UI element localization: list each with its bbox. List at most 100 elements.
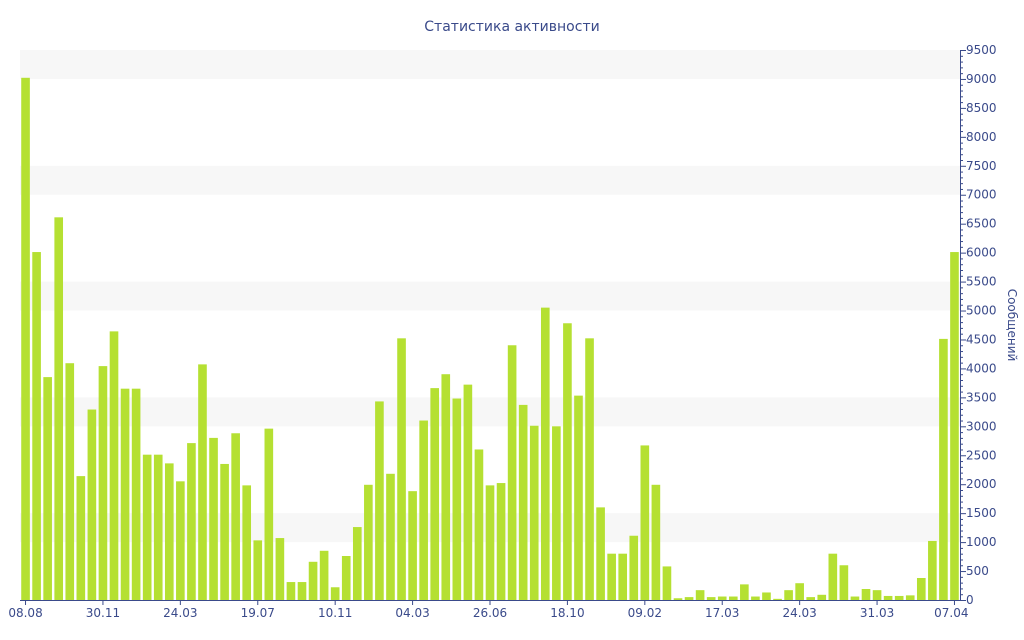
bar[interactable] <box>806 597 816 600</box>
bar[interactable] <box>751 596 760 600</box>
bar[interactable] <box>507 345 517 600</box>
bar[interactable] <box>286 582 296 600</box>
bar[interactable] <box>883 595 893 600</box>
bar[interactable] <box>474 449 484 600</box>
bar[interactable] <box>585 338 594 600</box>
y-tick-label: 8500 <box>966 101 997 115</box>
bar[interactable] <box>518 404 528 600</box>
bar[interactable] <box>76 476 86 600</box>
bar[interactable] <box>618 553 628 600</box>
bar[interactable] <box>209 437 218 600</box>
bar[interactable] <box>242 485 252 600</box>
y-tick-label: 5000 <box>966 304 997 318</box>
bar[interactable] <box>695 590 705 600</box>
bar[interactable] <box>341 556 351 600</box>
bar[interactable] <box>662 566 672 600</box>
bar[interactable] <box>364 484 373 600</box>
bar[interactable] <box>563 323 572 600</box>
bar[interactable] <box>131 388 141 600</box>
bar[interactable] <box>441 374 451 600</box>
bar[interactable] <box>850 596 860 600</box>
bar[interactable] <box>529 425 539 600</box>
chart-title: Статистика активности <box>424 19 599 35</box>
bar[interactable] <box>463 384 473 600</box>
bar[interactable] <box>894 595 904 600</box>
bar[interactable] <box>176 481 185 600</box>
bar[interactable] <box>397 338 406 600</box>
bar[interactable] <box>386 473 395 600</box>
bar[interactable] <box>452 398 462 600</box>
bar[interactable] <box>706 597 716 600</box>
bar[interactable] <box>32 252 41 601</box>
bar[interactable] <box>54 217 64 600</box>
bar[interactable] <box>928 540 937 600</box>
x-tick-label: 07.04 <box>934 606 968 620</box>
bar[interactable] <box>264 428 274 600</box>
bar[interactable] <box>220 463 229 600</box>
bar[interactable] <box>673 598 683 600</box>
bar[interactable] <box>540 307 550 600</box>
x-tick-label: 09.02 <box>628 606 662 620</box>
bar[interactable] <box>187 443 196 600</box>
bar[interactable] <box>828 553 838 600</box>
bar[interactable] <box>762 592 771 600</box>
bar[interactable] <box>916 578 926 600</box>
bar[interactable] <box>740 584 749 600</box>
bar[interactable] <box>408 491 417 600</box>
bar[interactable] <box>817 594 827 600</box>
bar[interactable] <box>87 409 97 600</box>
bar[interactable] <box>297 582 307 600</box>
bar[interactable] <box>861 589 871 600</box>
bar[interactable] <box>419 420 428 600</box>
bar[interactable] <box>153 454 163 600</box>
y-tick-label: 9500 <box>966 43 997 57</box>
bar[interactable] <box>773 598 782 600</box>
bar[interactable] <box>164 463 174 600</box>
bar[interactable] <box>717 596 727 600</box>
bar[interactable] <box>253 540 263 600</box>
bar[interactable] <box>607 553 616 600</box>
grid-band <box>20 339 960 369</box>
bar[interactable] <box>198 364 207 600</box>
bar[interactable] <box>596 507 605 600</box>
bar[interactable] <box>275 538 285 600</box>
x-tick-label: 04.03 <box>395 606 429 620</box>
bar[interactable] <box>939 338 948 600</box>
bar[interactable] <box>950 252 959 601</box>
x-tick-label: 10.11 <box>318 606 352 620</box>
bar[interactable] <box>65 363 75 600</box>
bar[interactable] <box>728 596 738 600</box>
bar[interactable] <box>352 527 362 600</box>
bar[interactable] <box>651 484 661 600</box>
y-tick-label: 7500 <box>966 159 997 173</box>
bar[interactable] <box>684 597 694 600</box>
bar[interactable] <box>430 388 440 600</box>
bar[interactable] <box>231 433 240 600</box>
bar[interactable] <box>795 583 804 600</box>
bar[interactable] <box>629 535 639 600</box>
bar[interactable] <box>43 377 52 600</box>
bar[interactable] <box>485 485 495 600</box>
bar[interactable] <box>784 590 793 600</box>
bar[interactable] <box>308 561 318 600</box>
bar[interactable] <box>839 565 849 600</box>
bar[interactable] <box>21 77 30 601</box>
bar[interactable] <box>319 550 329 600</box>
bar[interactable] <box>574 395 583 600</box>
bar[interactable] <box>142 454 152 600</box>
x-tick-label: 24.03 <box>163 606 197 620</box>
grid-bands <box>20 50 960 600</box>
bar[interactable] <box>905 595 915 600</box>
bar[interactable] <box>109 331 119 600</box>
bar[interactable] <box>640 445 650 600</box>
bar[interactable] <box>375 401 384 600</box>
bar[interactable] <box>496 483 506 600</box>
bar[interactable] <box>98 366 108 600</box>
bar[interactable] <box>330 587 340 600</box>
bar[interactable] <box>552 426 561 600</box>
grid-band <box>20 223 960 253</box>
bar[interactable] <box>120 388 130 600</box>
x-tick-label: 19.07 <box>241 606 275 620</box>
bar[interactable] <box>872 590 882 600</box>
y-tick-label: 4500 <box>966 332 997 346</box>
